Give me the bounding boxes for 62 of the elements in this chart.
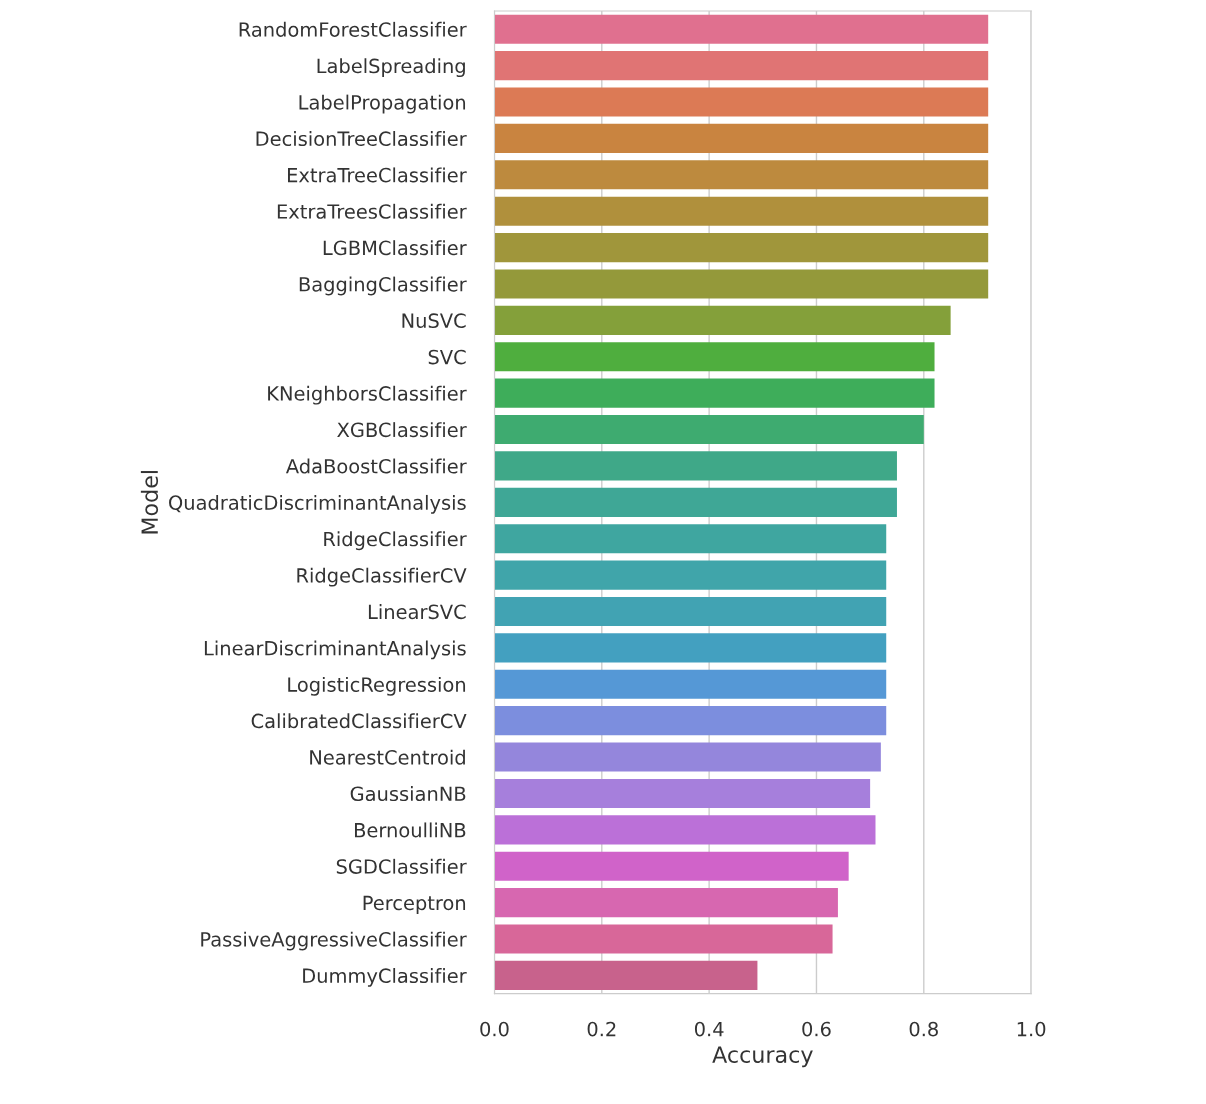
y-tick-label: LogisticRegression <box>288 676 466 696</box>
x-tick-label: 0.2 <box>587 1021 616 1037</box>
bar <box>494 888 838 918</box>
y-tick-label: ExtraTreeClassifier <box>288 167 467 183</box>
y-tick-label: DecisionTreeClassifier <box>256 131 467 147</box>
y-tick-label: BaggingClassifier <box>299 276 467 296</box>
bar <box>494 487 897 517</box>
y-tick-label: GaussianNB <box>350 786 466 802</box>
bar <box>494 451 897 481</box>
y-tick-label: NuSVC <box>402 313 466 329</box>
x-tick-label: 1.0 <box>1017 1021 1046 1037</box>
bar <box>494 815 876 845</box>
bar <box>494 633 887 663</box>
bar <box>494 305 951 335</box>
bar <box>494 778 871 809</box>
x-tick-label: 0.0 <box>480 1021 509 1037</box>
bar <box>494 196 989 226</box>
x-tick-label: 0.8 <box>909 1021 938 1037</box>
bar <box>494 524 887 554</box>
bar <box>494 706 887 736</box>
bar <box>494 269 989 299</box>
y-tick-label: CalibratedClassifierCV <box>251 713 467 729</box>
bar <box>494 14 989 44</box>
bar <box>494 851 849 881</box>
y-tick-label: PassiveAggressiveClassifier <box>201 931 467 951</box>
y-tick-label: RandomForestClassifier <box>239 21 467 37</box>
bar <box>494 342 935 372</box>
bar <box>494 160 989 190</box>
y-tick-label: SVC <box>428 349 466 365</box>
y-tick-label: XGBClassifier <box>337 422 467 438</box>
x-tick-label: 0.6 <box>802 1021 831 1037</box>
y-tick-label: LabelSpreading <box>317 58 465 78</box>
bar <box>494 960 758 990</box>
bar <box>494 414 924 445</box>
x-axis-title: Accuracy <box>712 1046 813 1068</box>
y-tick-label: DummyClassifier <box>303 968 467 987</box>
y-tick-label: LabelPropagation <box>299 94 466 114</box>
y-tick-label: LGBMClassifier <box>323 240 467 256</box>
y-tick-label: NearestCentroid <box>310 749 465 765</box>
bar <box>494 560 887 590</box>
y-tick-label: Perceptron <box>363 895 466 915</box>
bar <box>494 669 887 699</box>
y-tick-label: BernoulliNB <box>355 822 466 838</box>
y-tick-label: ExtraTreesClassifier <box>277 203 467 219</box>
y-tick-label: RidgeClassifierCV <box>297 567 467 587</box>
bar <box>494 87 989 117</box>
y-tick-label: RidgeClassifier <box>324 531 467 551</box>
x-tick-label: 0.4 <box>694 1021 724 1037</box>
y-axis-title: Model <box>140 471 159 534</box>
y-tick-label: LinearDiscriminantAnalysis <box>204 640 466 660</box>
y-tick-label: AdaBoostClassifier <box>285 458 467 474</box>
bar <box>494 123 989 153</box>
y-tick-label: SGDClassifier <box>336 858 467 874</box>
y-tick-label: LinearSVC <box>368 604 466 620</box>
bar <box>494 742 881 772</box>
bar <box>494 378 935 408</box>
bar <box>494 233 989 263</box>
y-tick-label: KNeighborsClassifier <box>268 385 467 405</box>
bar <box>494 924 833 954</box>
bar <box>494 51 989 81</box>
bar <box>494 596 887 627</box>
y-tick-label: QuadraticDiscriminantAnalysis <box>169 494 466 514</box>
